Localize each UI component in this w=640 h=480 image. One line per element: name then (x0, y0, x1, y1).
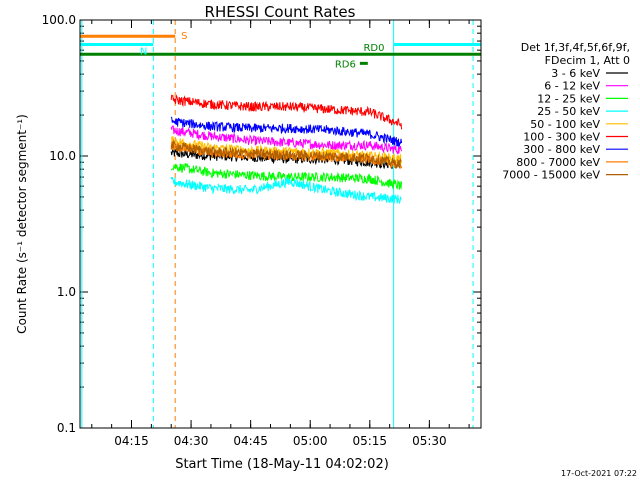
series-line-8 (170, 139, 402, 169)
footer-timestamp: 17-Oct-2021 07:22 (561, 469, 637, 478)
y-tick-label: 0.1 (57, 421, 76, 435)
series-layer (170, 94, 403, 205)
flag-label: N (140, 47, 147, 58)
flag-layer: S N RD0 RD6 (80, 31, 481, 70)
legend-label: 12 - 25 keV (537, 92, 600, 105)
legend-title-line-1: Det 1f,3f,4f,5f,6f,9f, (521, 41, 630, 54)
legend: Det 1f,3f,4f,5f,6f,9f, FDecim 1, Att 0 3… (502, 41, 630, 182)
chart-title: RHESSI Count Rates (205, 3, 356, 21)
vertical-markers (81, 20, 474, 428)
y-tick-label: 100.0 (42, 13, 76, 27)
flag-label: RD0 (363, 43, 384, 54)
legend-label: 3 - 6 keV (551, 67, 600, 80)
series-line-1 (170, 125, 403, 155)
y-axis-label: Count Rate (s⁻¹ detector segment⁻¹) (15, 114, 29, 334)
x-axis-label: Start Time (18-May-11 04:02:02) (175, 457, 389, 472)
series-line-3 (170, 176, 402, 205)
x-tick-label: 04:45 (233, 434, 268, 448)
flag-label: S (181, 31, 187, 42)
legend-title-line-2: FDecim 1, Att 0 (545, 54, 630, 67)
x-tick-label: 05:15 (352, 434, 387, 448)
legend-label: 6 - 12 keV (544, 80, 600, 93)
x-tick-label: 04:30 (174, 434, 209, 448)
legend-label: 300 - 800 keV (523, 143, 600, 156)
legend-label: 800 - 7000 keV (516, 156, 600, 169)
series-line-6 (170, 116, 403, 148)
flag-label: RD6 (335, 59, 356, 70)
plot-frame (79, 19, 482, 429)
legend-label: 100 - 300 keV (523, 131, 600, 144)
series-line-5 (170, 94, 403, 130)
x-tick-label: 05:30 (412, 434, 447, 448)
legend-label: 25 - 50 keV (537, 105, 600, 118)
axis-layer: 04:15 04:30 04:45 05:00 05:15 05:30 0.1 1.0 10.0… (42, 13, 481, 448)
y-tick-label: 1.0 (57, 285, 76, 299)
x-tick-label: 04:15 (114, 434, 149, 448)
legend-label: 50 - 100 keV (530, 118, 600, 131)
x-tick-label: 05:00 (293, 434, 328, 448)
legend-label: 7000 - 15000 keV (502, 169, 600, 182)
series-line-0 (170, 148, 402, 170)
y-tick-label: 10.0 (49, 149, 76, 163)
